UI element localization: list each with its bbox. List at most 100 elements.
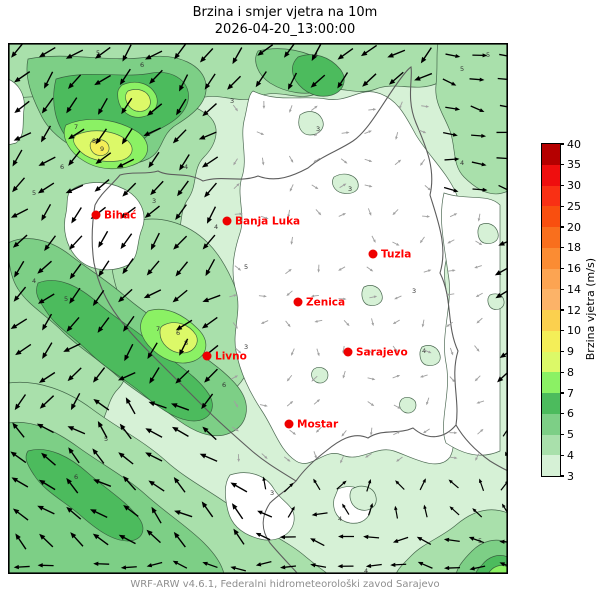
colorbar-segment [542,144,560,165]
wind-arrow [232,322,238,329]
wind-arrow [443,131,458,137]
wind-arrow [119,423,132,440]
wind-arrow [14,71,31,83]
wind-arrow [367,377,376,381]
wind-arrow [65,184,84,194]
wind-arrow [446,293,455,296]
wind-arrow [143,127,161,136]
title-line1: Brzina i smjer vjetra na 10m [192,5,378,20]
wind-arrow [172,289,188,303]
wind-arrow [338,266,346,271]
colorbar-segment [542,185,560,207]
wind-arrow [37,182,55,194]
wind-arrow [95,128,108,145]
wind-arrow [419,236,425,244]
wind-arrow [123,315,135,332]
wind-arrow [396,456,403,462]
wind-arrow [339,183,347,189]
wind-arrow [362,73,377,87]
wind-arrow [289,184,294,192]
wind-arrow [232,47,243,65]
contour-island [487,293,505,310]
colorbar-tick-mark [560,475,564,477]
wind-arrow [14,260,25,278]
colorbar-tick-mark [560,454,564,456]
colorbar-segment [542,455,560,476]
wind-arrow [286,374,293,382]
contour-label: 3 [230,97,234,105]
contour-label: 4 [338,515,342,523]
wind-arrow [395,132,399,140]
colorbar-tick-mark [560,184,564,187]
wind-arrow [174,43,187,60]
wind-arrow [449,456,458,460]
wind-arrow [443,537,460,543]
wind-arrow [67,74,82,89]
contour-label: 5 [104,435,108,443]
wind-arrow [98,260,110,277]
wind-arrow [426,397,430,406]
wind-arrow [122,44,132,62]
colorbar-segment [542,413,560,435]
wind-arrow [204,182,217,198]
city-dot [368,249,378,259]
wind-arrow [392,536,409,543]
wind-arrow [442,78,457,86]
wind-arrow [179,74,189,92]
contour-label: 3 [348,185,352,193]
wind-arrow [69,263,82,280]
wind-arrow [422,428,430,434]
wind-arrow [291,348,295,356]
contour-quiver-map: 563457896543546873334564345645345BihaćBa… [8,43,508,574]
wind-arrow [41,452,56,466]
wind-arrow [41,203,52,221]
wind-arrow [235,347,242,354]
wind-arrow [367,208,372,216]
wind-arrow [175,370,190,384]
colorbar-segment [542,434,560,456]
colorbar-tick-mark [560,350,564,353]
wind-arrow [204,73,216,90]
contour-label: 9 [100,145,104,153]
city-dot [202,351,212,361]
wind-arrow [261,453,268,459]
wind-arrow [311,43,322,61]
wind-arrow [36,423,54,434]
contour-label: 8 [92,137,96,145]
wind-arrow [394,505,399,519]
map-frame [8,43,508,574]
wind-arrow [12,234,28,248]
wind-arrow [71,207,82,224]
city-label: Zenica [306,297,345,309]
colorbar-tick-mark [560,247,564,249]
wind-arrow [97,97,108,115]
wind-arrow [369,295,378,299]
wind-arrow [499,53,508,58]
wind-arrow [311,375,318,382]
wind-arrow [394,159,402,166]
wind-arrow [287,72,298,90]
wind-arrow [257,44,274,56]
wind-arrow [313,451,317,459]
city-label: Bihać [104,210,136,222]
contour-island [477,223,499,244]
wind-arrow [340,456,344,464]
wind-arrow [498,237,508,246]
wind-arrow [175,261,189,277]
wind-arrow [98,230,109,248]
wind-arrow [289,429,297,435]
contour-label: 4 [314,51,318,59]
wind-arrow [202,234,216,250]
wind-arrow [315,426,322,433]
wind-arrow [13,132,32,141]
colorbar-segment [542,247,560,269]
wind-arrow [147,103,163,116]
wind-arrow [176,98,187,116]
wind-arrow [472,53,488,58]
wind-arrow [417,561,433,569]
wind-arrow [342,503,350,515]
wind-arrow [232,104,238,112]
colorbar-tick-mark [560,143,564,145]
wind-arrow [469,565,486,571]
contour-region-7-8 [487,565,508,574]
